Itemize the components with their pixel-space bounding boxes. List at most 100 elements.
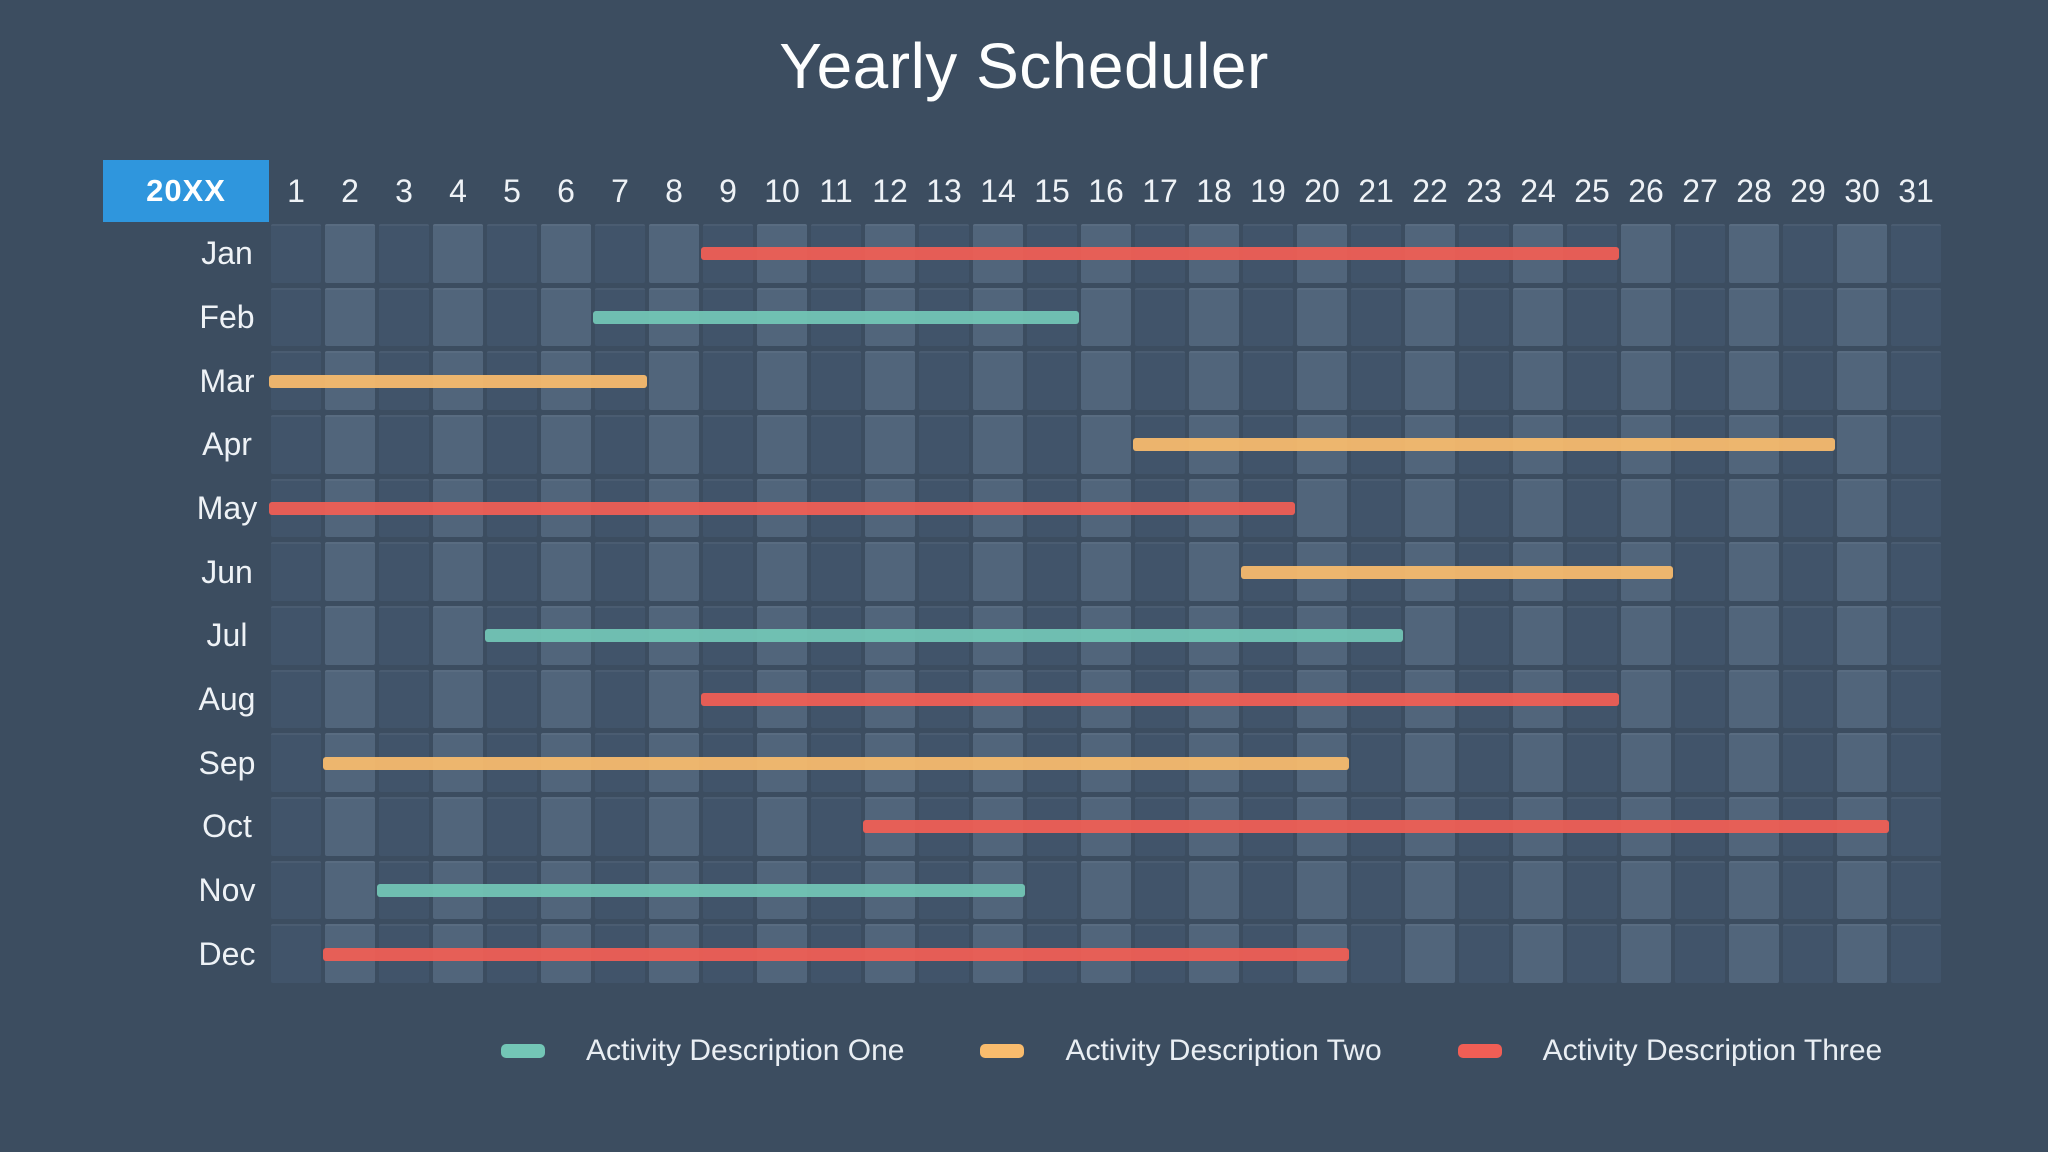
- grid-cell: [1567, 606, 1617, 665]
- grid-cell: [1729, 224, 1779, 283]
- grid-cell: [1567, 287, 1617, 347]
- grid-cell: [1891, 478, 1941, 538]
- grid-cell: [703, 542, 753, 601]
- day-header-label: 22: [1412, 172, 1448, 209]
- grid-cell: [1729, 351, 1779, 410]
- grid-cell: [379, 606, 429, 665]
- day-header-label: 6: [557, 172, 575, 209]
- day-header-label: 11: [819, 172, 853, 209]
- year-badge[interactable]: 20XX: [103, 160, 269, 222]
- month-label: Jan: [201, 235, 253, 272]
- grid-cell: [1891, 542, 1941, 601]
- activity-bar-dec[interactable]: [323, 947, 1349, 961]
- month-label: Dec: [198, 935, 256, 972]
- grid-cell: [1081, 415, 1131, 474]
- grid-cell: [1837, 478, 1887, 538]
- activity-bar-nov[interactable]: [377, 884, 1025, 897]
- grid-cell: [1135, 860, 1185, 920]
- activity-bar-feb[interactable]: [593, 311, 1079, 324]
- day-header-label: 26: [1628, 172, 1664, 209]
- grid-cell: [271, 224, 321, 283]
- month-label: Sep: [198, 744, 256, 781]
- grid-cell: [1405, 733, 1455, 792]
- grid-cell: [1729, 860, 1779, 920]
- day-header-label: 17: [1142, 172, 1178, 209]
- activity-bar-jan[interactable]: [701, 247, 1619, 261]
- grid-cell: [433, 606, 483, 665]
- activity-bar-aug[interactable]: [701, 693, 1619, 706]
- grid-cell: [865, 542, 915, 601]
- grid-cell: [487, 542, 537, 601]
- grid-cell: [1405, 860, 1455, 920]
- grid-cell: [541, 224, 591, 283]
- grid-cell: [1729, 669, 1779, 729]
- grid-cell: [1405, 606, 1455, 665]
- grid-cell: [1837, 415, 1887, 474]
- grid-cell: [595, 669, 645, 729]
- activity-bar-may[interactable]: [269, 502, 1295, 515]
- grid-cell: [1729, 733, 1779, 792]
- grid-cell: [1837, 224, 1887, 283]
- grid-cell: [919, 351, 969, 410]
- grid-cell: [541, 415, 591, 474]
- grid-cell: [1351, 287, 1401, 347]
- day-header-label: 4: [449, 172, 467, 209]
- grid-cell: [1459, 860, 1509, 920]
- grid-cell: [379, 797, 429, 856]
- grid-cell: [1783, 669, 1833, 729]
- grid-cell: [1567, 860, 1617, 920]
- grid-cell: [1027, 542, 1077, 601]
- grid-cell: [1027, 351, 1077, 410]
- grid-cell: [1783, 478, 1833, 538]
- day-header-label: 10: [764, 172, 800, 209]
- grid-cell: [1135, 542, 1185, 601]
- activity-bar-apr[interactable]: [1133, 438, 1835, 452]
- activity-bar-oct[interactable]: [863, 820, 1889, 834]
- grid-cell: [541, 287, 591, 347]
- day-header-label: 29: [1790, 172, 1826, 209]
- grid-cell: [325, 287, 375, 347]
- grid-cell: [1351, 351, 1401, 410]
- day-header-label: 28: [1736, 172, 1772, 209]
- grid-cell: [1891, 415, 1941, 474]
- day-header-label: 31: [1898, 172, 1934, 209]
- grid-cell: [541, 669, 591, 729]
- grid-cell: [1081, 287, 1131, 347]
- activity-bar-jul[interactable]: [485, 629, 1403, 643]
- grid-cell: [1459, 287, 1509, 347]
- legend-item-3: Activity Description Three: [1457, 1034, 1882, 1068]
- grid-cell: [325, 606, 375, 665]
- day-header-label: 19: [1250, 172, 1286, 209]
- grid-cell: [271, 797, 321, 856]
- grid-cell: [1297, 478, 1347, 538]
- month-label: Apr: [202, 426, 252, 463]
- grid-cell: [1081, 542, 1131, 601]
- grid-cell: [1783, 860, 1833, 920]
- grid-cell: [649, 797, 699, 856]
- grid-cell: [919, 415, 969, 474]
- activity-bar-jun[interactable]: [1241, 565, 1673, 579]
- grid-cell: [865, 351, 915, 410]
- day-header-label: 30: [1844, 172, 1880, 209]
- grid-cell: [379, 669, 429, 729]
- grid-cell: [1459, 733, 1509, 792]
- day-header-label: 14: [980, 172, 1016, 209]
- grid-cell: [1837, 733, 1887, 792]
- activity-bar-sep[interactable]: [323, 756, 1349, 770]
- grid-cell: [973, 415, 1023, 474]
- grid-cell: [1837, 287, 1887, 347]
- grid-cell: [433, 415, 483, 474]
- activity-bar-mar[interactable]: [269, 374, 647, 388]
- day-header-label: 16: [1088, 172, 1124, 209]
- grid-cell: [1513, 606, 1563, 665]
- legend-item-2: Activity Description Two: [980, 1034, 1382, 1068]
- grid-cell: [1837, 606, 1887, 665]
- grid-cell: [1405, 287, 1455, 347]
- month-label: May: [196, 489, 258, 526]
- grid-cell: [1081, 860, 1131, 920]
- grid-cell: [1729, 287, 1779, 347]
- grid-cell: [1351, 733, 1401, 792]
- grid-cell: [271, 924, 321, 983]
- legend-item-1: Activity Description One: [501, 1034, 904, 1068]
- grid-cell: [325, 669, 375, 729]
